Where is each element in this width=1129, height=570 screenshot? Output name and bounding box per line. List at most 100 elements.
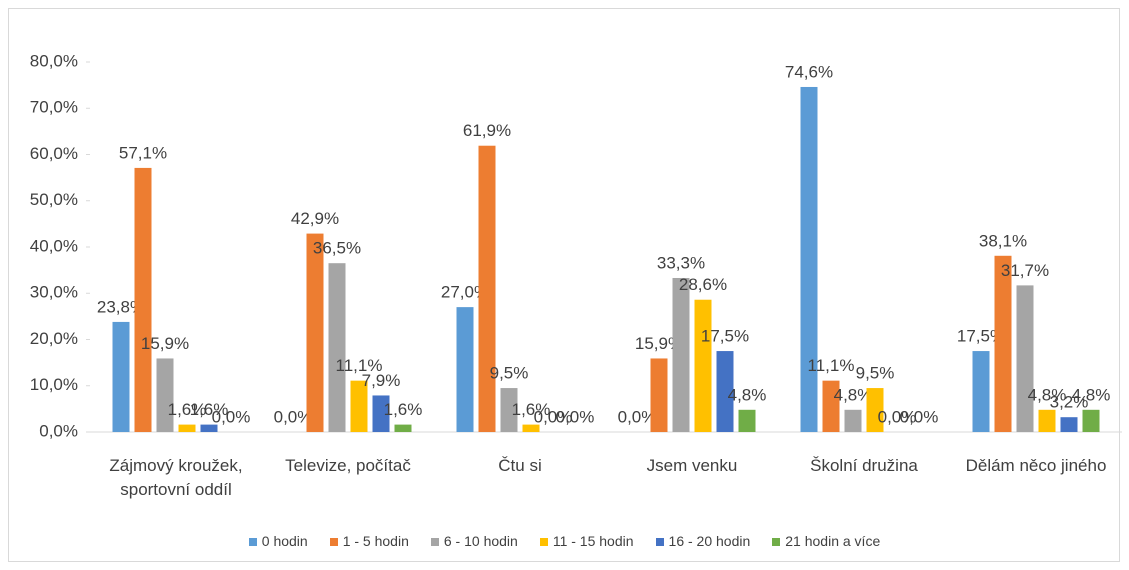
data-label: 17,5% <box>701 327 749 346</box>
x-tick-label: Čtu si <box>498 456 542 475</box>
legend-swatch <box>248 538 257 546</box>
bar <box>994 255 1012 432</box>
data-label: 4,8% <box>1028 385 1067 404</box>
bar <box>738 409 756 432</box>
data-label: 0,0% <box>274 407 313 426</box>
data-label: 1,6% <box>512 400 551 419</box>
bar <box>478 145 496 432</box>
x-tick-label: Jsem venku <box>646 456 738 475</box>
bar <box>112 321 130 432</box>
chart-frame <box>8 8 1120 562</box>
bar <box>306 233 324 432</box>
data-label: 0,0% <box>618 407 657 426</box>
data-label: 0,0% <box>900 407 939 426</box>
legend-swatch <box>772 538 781 546</box>
legend-label: 6 - 10 hodin <box>443 533 518 549</box>
data-label: 42,9% <box>291 209 339 228</box>
data-label: 11,1% <box>808 356 855 375</box>
bar <box>694 299 712 432</box>
legend-swatch <box>539 538 548 546</box>
data-label: 57,1% <box>119 143 167 162</box>
bar <box>1082 409 1100 432</box>
bar <box>156 358 174 432</box>
data-label: 0,0% <box>534 407 573 426</box>
data-label: 4,8% <box>728 385 767 404</box>
data-label: 15,9% <box>635 334 683 353</box>
bar <box>200 424 218 432</box>
bar <box>394 424 412 432</box>
data-label: 28,6% <box>679 275 727 294</box>
legend-label: 11 - 15 hodin <box>552 533 634 549</box>
data-label: 0,0% <box>212 407 251 426</box>
bar <box>844 409 862 432</box>
y-tick-label: 40,0% <box>30 236 78 255</box>
legend-label: 0 hodin <box>261 533 308 549</box>
bar <box>500 388 518 432</box>
y-tick-label: 20,0% <box>30 329 78 348</box>
legend: 0 hodin 1 - 5 hodin 6 - 10 hodin 11 - 15 ho… <box>0 533 1129 549</box>
legend-item: 21 hodin a více <box>772 533 880 549</box>
x-tick-label: Školní družina <box>810 456 918 475</box>
bar <box>1038 409 1056 432</box>
legend-label: 21 hodin a více <box>785 533 881 549</box>
bar <box>822 380 840 432</box>
bar <box>866 388 884 432</box>
bar <box>178 424 196 432</box>
data-label: 33,3% <box>657 253 705 272</box>
bar <box>800 86 818 432</box>
legend-swatch <box>430 538 439 546</box>
data-label: 17,5% <box>957 327 1005 346</box>
legend-item: 0 hodin <box>248 533 308 549</box>
bar <box>522 424 540 432</box>
legend-item: 1 - 5 hodin <box>329 533 409 549</box>
data-label: 38,1% <box>979 231 1027 250</box>
bar <box>1016 285 1034 432</box>
y-tick-label: 70,0% <box>30 98 78 117</box>
data-label: 61,9% <box>463 121 511 140</box>
x-tick-label: Televize, počítač <box>285 456 411 475</box>
data-label: 1,6% <box>384 400 423 419</box>
y-tick-label: 60,0% <box>30 144 78 163</box>
legend-swatch <box>655 538 664 546</box>
legend-item: 11 - 15 hodin <box>539 533 634 549</box>
legend-label: 1 - 5 hodin <box>342 533 409 549</box>
data-label: 0,0% <box>556 407 595 426</box>
bar <box>672 277 690 432</box>
data-label: 9,5% <box>856 364 895 383</box>
data-label: 4,8% <box>1072 385 1111 404</box>
bar <box>328 263 346 432</box>
data-label: 1,6% <box>168 400 207 419</box>
data-label: 3,2% <box>1050 393 1089 412</box>
bar <box>134 167 152 432</box>
bar <box>650 358 668 432</box>
y-tick-label: 50,0% <box>30 190 78 209</box>
bar <box>372 395 390 432</box>
data-label: 11,1% <box>336 356 383 375</box>
y-tick-label: 80,0% <box>30 51 78 70</box>
data-label: 1,6% <box>190 400 229 419</box>
y-tick-label: 30,0% <box>30 283 78 302</box>
bar <box>972 351 990 432</box>
bar <box>456 307 474 432</box>
data-label: 7,9% <box>362 371 401 390</box>
x-tick-label: Dělám něco jiného <box>965 456 1107 475</box>
legend-label: 16 - 20 hodin <box>668 533 751 549</box>
legend-item: 16 - 20 hodin <box>655 533 751 549</box>
bar <box>1060 417 1078 432</box>
bar <box>350 380 368 432</box>
data-label: 74,6% <box>785 62 833 81</box>
data-label: 9,5% <box>490 364 529 383</box>
data-label: 27,0% <box>441 283 489 302</box>
legend-swatch <box>329 538 338 546</box>
y-tick-label: 10,0% <box>30 375 78 394</box>
legend-item: 6 - 10 hodin <box>430 533 518 549</box>
data-label: 4,8% <box>834 385 873 404</box>
bar <box>716 351 734 432</box>
x-tick-label: Zájmový kroužek, sportovní oddíl <box>109 456 243 499</box>
data-label: 15,9% <box>141 334 189 353</box>
data-label: 0,0% <box>878 407 917 426</box>
data-label: 31,7% <box>1001 261 1049 280</box>
data-label: 23,8% <box>97 297 145 316</box>
